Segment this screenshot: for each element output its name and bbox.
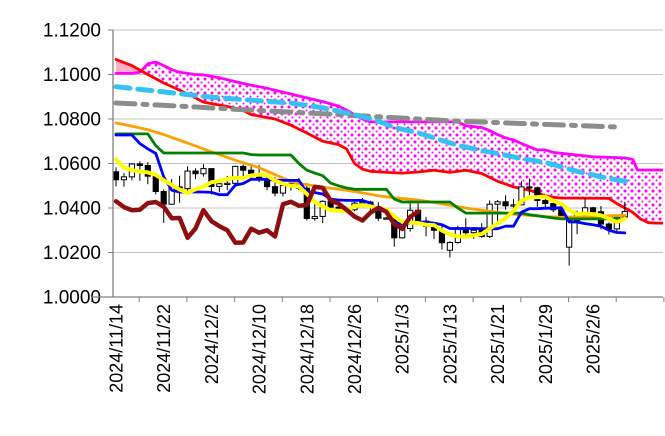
y-axis-label: 1.1200 <box>43 21 101 42</box>
candle-body-up <box>200 168 207 175</box>
x-axis-label: 2024/11/22 <box>154 304 174 393</box>
candle-body-up <box>566 219 573 248</box>
candle-body-up <box>494 201 501 205</box>
y-axis-label: 1.0000 <box>43 288 101 309</box>
x-axis-label: 2025/1/13 <box>440 304 460 384</box>
x-axis-label: 2024/12/10 <box>250 304 270 394</box>
series-ma-yellow <box>114 157 627 239</box>
y-axis-label: 1.0400 <box>43 199 101 220</box>
candle-body-down <box>526 186 533 189</box>
candle-body-up <box>279 185 287 194</box>
candle-body-up <box>470 229 477 234</box>
x-axis-label: 2025/1/29 <box>536 304 556 384</box>
candle-body-up <box>311 215 318 219</box>
candle-body-down <box>534 187 541 201</box>
candle-body-down <box>136 163 143 167</box>
candle-body-up <box>120 176 128 181</box>
axes <box>91 30 665 302</box>
series-trendline-gray-dashdot <box>113 100 620 130</box>
candle-body-up <box>486 203 493 237</box>
x-axis-labels: 2024/11/14 2024/11/22 2024/12/2 2024/12/10 2… <box>107 304 604 394</box>
series-senkou-span-b <box>114 58 663 225</box>
candle-body-down <box>192 170 199 175</box>
candle-body-up <box>224 182 231 186</box>
series-kijun-green <box>114 132 627 221</box>
candle-body-down <box>160 191 167 205</box>
y-axis-label: 1.0200 <box>43 243 101 264</box>
candle-body-down <box>271 186 279 194</box>
candle-body-down <box>542 199 549 205</box>
x-axis-label: 2024/11/14 <box>107 304 127 393</box>
y-axis-label: 1.1000 <box>43 65 101 86</box>
x-axis-label: 2024/12/26 <box>345 304 365 394</box>
series-chikou-lagging <box>113 184 421 245</box>
x-axis-label: 2024/12/18 <box>297 304 317 394</box>
candle-body-up <box>232 165 239 184</box>
candle-body-down <box>248 169 255 175</box>
candle-body-down <box>589 207 597 213</box>
x-axis-label: 2025/1/3 <box>393 304 413 374</box>
series-trendline-cyan-dashed <box>113 84 636 185</box>
y-axis-label: 1.0800 <box>43 110 101 131</box>
y-axis-labels: 1.1200 1.1000 1.0800 1.0600 1.0400 1.0200 1.00… <box>43 21 101 309</box>
candle-body-up <box>518 186 525 206</box>
y-axis-label: 1.0600 <box>43 154 101 175</box>
candle-body-down <box>208 168 215 187</box>
candle-body-down <box>113 171 120 181</box>
candle-body-down <box>502 201 509 207</box>
plot-area <box>113 58 663 266</box>
candle-body-up <box>184 170 191 190</box>
x-axis-label: 2025/2/6 <box>584 304 604 374</box>
x-axis-label: 2025/1/21 <box>488 304 508 384</box>
candle-body-down <box>240 165 247 171</box>
x-axis-label: 2024/12/2 <box>202 304 222 384</box>
candle-body-up <box>446 241 453 251</box>
candle-body-down <box>152 175 159 193</box>
candle-body-up <box>216 183 223 187</box>
series-tenkan-blue <box>114 133 627 235</box>
